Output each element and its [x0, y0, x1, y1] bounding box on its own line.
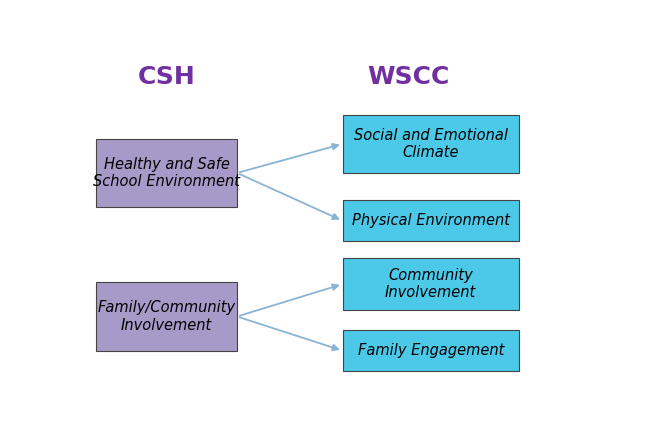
FancyBboxPatch shape — [96, 282, 237, 351]
Text: Community
Involvement: Community Involvement — [385, 268, 476, 300]
Text: CSH: CSH — [138, 65, 195, 89]
FancyBboxPatch shape — [343, 330, 519, 371]
FancyBboxPatch shape — [96, 139, 237, 207]
Text: WSCC: WSCC — [367, 65, 449, 89]
Text: Social and Emotional
Climate: Social and Emotional Climate — [354, 128, 508, 160]
FancyBboxPatch shape — [343, 258, 519, 310]
Text: Family/Community
Involvement: Family/Community Involvement — [97, 300, 236, 333]
FancyBboxPatch shape — [343, 115, 519, 173]
Text: Healthy and Safe
School Environment: Healthy and Safe School Environment — [93, 157, 240, 189]
Text: Physical Environment: Physical Environment — [352, 213, 509, 228]
Text: Family Engagement: Family Engagement — [358, 343, 504, 358]
FancyBboxPatch shape — [343, 200, 519, 242]
